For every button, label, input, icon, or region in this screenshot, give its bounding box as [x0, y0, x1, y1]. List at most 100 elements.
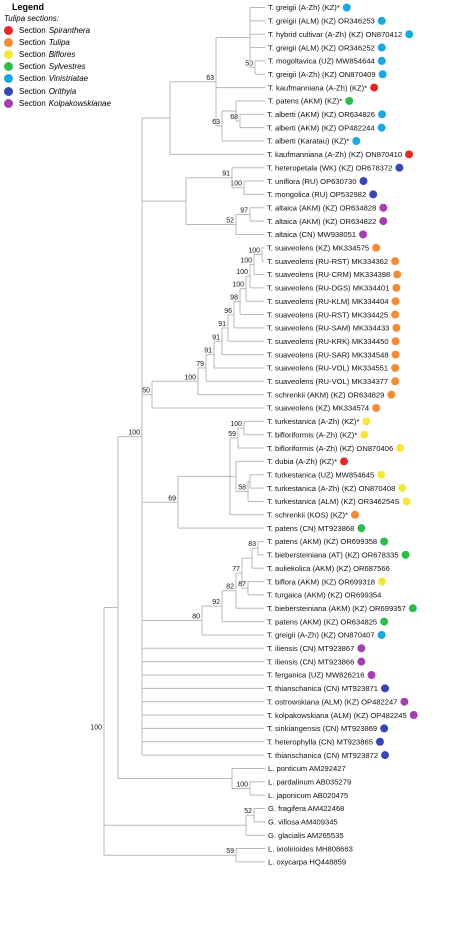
leaf-label: L. oxycarpa HQ448859	[268, 858, 346, 867]
legend-item-biflores: Section Biflores	[4, 48, 124, 60]
leaf-label: T. altaica (AKM) (KZ) OR634822	[267, 217, 376, 226]
section-marker-dot	[405, 150, 414, 159]
leaf-label: T. sinkiangensis (CN) MT923869	[267, 724, 377, 733]
legend-item-sylvestres: Section Sylvestres	[4, 61, 124, 73]
leaf-label: T. altaica (AKM) (KZ) OR634828	[267, 203, 376, 212]
leaf-label: T. mongolica (RU) OP532982	[267, 190, 366, 199]
legend-prefix: Section	[19, 37, 46, 47]
leaf-label: G. glacialis AM265535	[268, 831, 344, 840]
section-marker-dot	[391, 310, 400, 319]
bootstrap-label: 68	[230, 114, 238, 121]
bootstrap-label: 100	[236, 781, 248, 788]
leaf-label: T. patens (AKM) (KZ) OR699358	[267, 537, 377, 546]
leaf-label: T. ostrowskiana (ALM) (KZ) OP482247	[267, 697, 397, 706]
section-marker-dot	[377, 470, 386, 479]
legend-section-name: Kolpakowskianae	[48, 98, 111, 108]
leaf-label: T. iliensis (CN) MT923867	[267, 644, 354, 653]
leaf-label: T. greigii (ALM) (KZ) OR346252	[268, 43, 375, 52]
section-marker-dot	[359, 230, 368, 239]
section-marker-dot	[405, 30, 414, 39]
section-marker-dot	[380, 724, 389, 733]
legend-section-name: Orithyia	[48, 86, 77, 96]
legend-dot	[4, 49, 13, 59]
bootstrap-label: 100	[232, 282, 244, 289]
bootstrap-label: 92	[212, 599, 220, 606]
section-marker-dot	[380, 537, 389, 546]
section-marker-dot	[402, 497, 411, 506]
leaf-label: T. bifloriformis (A-Zh) (KZ) ON870406	[267, 444, 393, 453]
leaf-label: T. suaveolens (RU-DGS) MK334401	[267, 284, 389, 293]
section-marker-dot	[391, 350, 400, 359]
legend-item-vinistriatae: Section Vinistriatae	[4, 73, 124, 85]
section-marker-dot	[379, 203, 388, 212]
leaf-label: T. kaufmanniana (A-Zh) (KZ)*	[268, 83, 367, 92]
leaf-label: T. biflora (AKM) (KZ) OR699318	[267, 577, 375, 586]
section-marker-dot	[362, 417, 371, 426]
legend-dot	[4, 62, 13, 72]
legend: Legend Tulipa sections: Section Spiranthe…	[4, 2, 124, 109]
leaf-label: T. heterophylla (CN) MT923865	[267, 737, 373, 746]
legend-section-name: Sylvestres	[48, 62, 86, 72]
bootstrap-label: 97	[240, 207, 248, 214]
section-marker-dot	[381, 751, 390, 760]
section-marker-dot	[392, 323, 401, 332]
section-marker-dot	[391, 377, 400, 386]
section-marker-dot	[375, 737, 384, 746]
bootstrap-label: 98	[230, 295, 238, 302]
section-marker-dot	[377, 43, 386, 52]
section-marker-dot	[387, 390, 396, 399]
section-marker-dot	[369, 190, 378, 199]
legend-prefix: Section	[19, 25, 46, 35]
section-marker-dot	[357, 644, 366, 653]
leaf-label: T. uniflora (RU) OP630730	[267, 177, 356, 186]
section-marker-dot	[409, 711, 418, 720]
section-marker-dot	[352, 137, 361, 145]
leaf-label: T. alberti (AKM) (KZ) OR634826	[267, 110, 375, 119]
section-marker-dot	[401, 550, 410, 559]
leaf-label: T. turkestanica (UZ) MW854645	[267, 470, 374, 479]
leaf-label: T. ferganica (UZ) MW826216	[267, 671, 365, 680]
leaf-label: T. turkestanica (A-Zh) (KZ)*	[267, 417, 359, 426]
leaf-label: L. pardalinum AB035279	[268, 778, 351, 787]
leaf-label: T. dubia (A-Zh) (KZ)*	[267, 457, 337, 466]
leaf-label: T. mogoltavica (UZ) MW854644	[268, 57, 375, 66]
legend-section-name: Biflores	[48, 49, 76, 59]
bootstrap-label: 100	[230, 421, 242, 428]
section-marker-dot	[377, 16, 386, 25]
leaf-label: T. suaveolens (RU-CRM) MK334398	[267, 270, 390, 279]
section-marker-dot	[395, 163, 404, 172]
section-marker-dot	[392, 283, 401, 292]
bootstrap-label: 83	[248, 541, 256, 548]
leaf-label: T. turkestanica (ALM) (KZ) OR346254S	[267, 497, 400, 506]
section-marker-dot	[400, 697, 409, 706]
legend-dot	[4, 74, 13, 84]
leaf-label: T. patens (AKM) (KZ)*	[268, 97, 342, 106]
bootstrap-label: 96	[224, 308, 232, 315]
leaf-label: G. fragifera AM422468	[268, 804, 344, 813]
section-marker-dot	[367, 671, 376, 679]
section-marker-dot	[393, 270, 402, 279]
leaf-label: T. turgaica (AKM) (KZ) OR699354	[267, 591, 381, 600]
leaf-label: T. suaveolens (RU-KRK) MK334450	[267, 337, 389, 346]
section-marker-dot	[391, 257, 400, 266]
leaf-label: T. patens (AKM) (KZ) OR634825	[267, 617, 377, 626]
legend-item-tulipa: Section Tulipa	[4, 36, 124, 48]
bootstrap-label: 91	[222, 171, 230, 178]
leaf-label: T. suaveolens (KZ) MK334574	[267, 404, 369, 413]
bootstrap-label: 52	[244, 808, 252, 815]
bootstrap-label: 77	[232, 566, 240, 573]
bootstrap-label: 100	[230, 181, 242, 188]
section-marker-dot	[342, 3, 351, 12]
legend-prefix: Section	[19, 62, 46, 72]
legend-section-name: Tulipa	[48, 37, 70, 47]
leaf-label: T. biebersteiniana (AKM) (KZ) OR699357	[267, 604, 406, 613]
bootstrap-label: 69	[168, 495, 176, 502]
legend-dot	[4, 25, 13, 35]
section-marker-dot	[408, 604, 417, 613]
legend-items: Section Spiranthera Section Tulipa Section Bi…	[4, 24, 124, 109]
leaf-label: T. kolpakowskiana (ALM) (KZ) OP482245	[267, 711, 407, 720]
leaf-label: T. patens (CN) MT923868	[267, 524, 354, 533]
section-marker-dot	[340, 457, 349, 466]
leaf-label: L. ixiolirioides MH808663	[268, 844, 353, 853]
legend-title: Legend	[12, 2, 45, 12]
